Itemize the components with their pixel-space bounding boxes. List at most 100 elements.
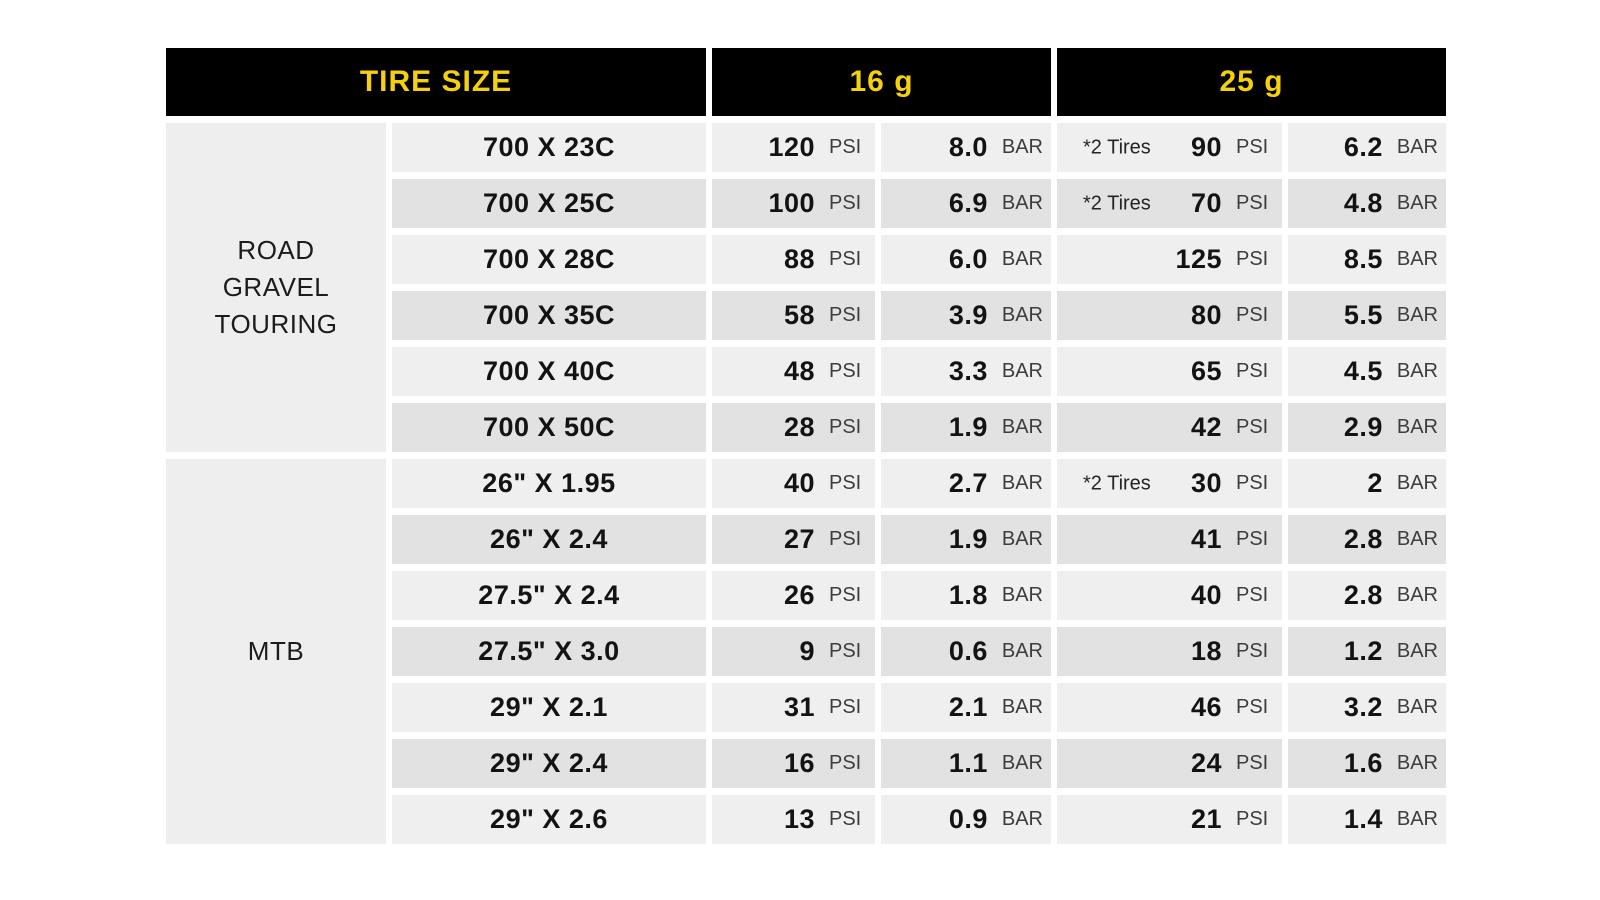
unit-label: BAR	[1001, 136, 1043, 158]
category-cell-mtb: MTB	[166, 459, 386, 844]
bar-25g-cell: 8.5 BAR	[1288, 235, 1446, 284]
psi-25g-cell: 65 PSI	[1057, 347, 1282, 396]
unit-label: PSI	[829, 136, 862, 158]
pressure-value: 1.9	[948, 524, 988, 554]
psi-25g-cell: *2 Tires 90 PSI	[1057, 123, 1282, 172]
bar-16g-cell: 1.8 BAR	[881, 571, 1051, 620]
pressure-value: 1.8	[948, 580, 988, 610]
psi-16g-cell: 13 PSI	[712, 795, 875, 844]
psi-16g-cell: 120 PSI	[712, 123, 875, 172]
unit-label: PSI	[829, 304, 862, 326]
pressure-value: 3.3	[948, 356, 988, 386]
two-tires-note: *2 Tires	[1083, 192, 1151, 214]
pressure-value: 58	[783, 300, 815, 330]
pressure-value: 65	[1190, 356, 1222, 386]
pressure-value: 26	[783, 580, 815, 610]
psi-25g-cell: 21 PSI	[1057, 795, 1282, 844]
pressure-value: 2.8	[1343, 524, 1383, 554]
tire-size-cell: 29" X 2.1	[392, 683, 706, 732]
pressure-value: 0.9	[948, 804, 988, 834]
bar-16g-cell: 0.9 BAR	[881, 795, 1051, 844]
psi-16g-cell: 58 PSI	[712, 291, 875, 340]
unit-label: PSI	[1236, 136, 1269, 158]
unit-label: PSI	[829, 584, 862, 606]
pressure-value: 24	[1190, 748, 1222, 778]
psi-25g-cell: 40 PSI	[1057, 571, 1282, 620]
pressure-value: 125	[1175, 244, 1222, 274]
unit-label: PSI	[829, 752, 862, 774]
unit-label: BAR	[1001, 584, 1043, 606]
unit-label: PSI	[1236, 528, 1269, 550]
pressure-value: 1.9	[948, 412, 988, 442]
unit-label: BAR	[1001, 248, 1043, 270]
tire-size-cell: 700 X 28C	[392, 235, 706, 284]
header-tire-size: TIRE SIZE	[166, 48, 706, 116]
pressure-value: 1.4	[1343, 804, 1383, 834]
unit-label: BAR	[1396, 472, 1438, 494]
pressure-value: 6.9	[948, 188, 988, 218]
bar-25g-cell: 2.8 BAR	[1288, 571, 1446, 620]
pressure-value: 8.5	[1343, 244, 1383, 274]
unit-label: BAR	[1396, 640, 1438, 662]
psi-16g-cell: 40 PSI	[712, 459, 875, 508]
pressure-value: 40	[783, 468, 815, 498]
pressure-value: 100	[768, 188, 815, 218]
unit-label: PSI	[1236, 360, 1269, 382]
pressure-value: 2.9	[1343, 412, 1383, 442]
bar-25g-cell: 6.2 BAR	[1288, 123, 1446, 172]
unit-label: BAR	[1001, 192, 1043, 214]
pressure-value: 8.0	[948, 132, 988, 162]
pressure-value: 46	[1190, 692, 1222, 722]
pressure-value: 41	[1190, 524, 1222, 554]
pressure-value: 16	[783, 748, 815, 778]
pressure-value: 88	[783, 244, 815, 274]
unit-label: BAR	[1396, 248, 1438, 270]
bar-25g-cell: 2.8 BAR	[1288, 515, 1446, 564]
pressure-value: 30	[1190, 468, 1222, 498]
pressure-value: 48	[783, 356, 815, 386]
bar-16g-cell: 1.9 BAR	[881, 515, 1051, 564]
unit-label: BAR	[1001, 808, 1043, 830]
tire-size-cell: 27.5" X 3.0	[392, 627, 706, 676]
bar-25g-cell: 1.4 BAR	[1288, 795, 1446, 844]
pressure-value: 70	[1190, 188, 1222, 218]
bar-25g-cell: 4.8 BAR	[1288, 179, 1446, 228]
bar-25g-cell: 2 BAR	[1288, 459, 1446, 508]
pressure-value: 1.2	[1343, 636, 1383, 666]
header-16g-cartridge: 16 g	[712, 48, 1051, 116]
unit-label: PSI	[1236, 752, 1269, 774]
unit-label: PSI	[1236, 808, 1269, 830]
psi-25g-cell: 46 PSI	[1057, 683, 1282, 732]
unit-label: BAR	[1396, 304, 1438, 326]
unit-label: PSI	[1236, 192, 1269, 214]
tire-size-cell: 26" X 1.95	[392, 459, 706, 508]
psi-25g-cell: *2 Tires 70 PSI	[1057, 179, 1282, 228]
psi-25g-cell: 41 PSI	[1057, 515, 1282, 564]
psi-16g-cell: 31 PSI	[712, 683, 875, 732]
pressure-value: 18	[1190, 636, 1222, 666]
tire-size-cell: 29" X 2.6	[392, 795, 706, 844]
pressure-value: 21	[1190, 804, 1222, 834]
unit-label: PSI	[1236, 304, 1269, 326]
pressure-value: 0.6	[948, 636, 988, 666]
unit-label: PSI	[1236, 248, 1269, 270]
pressure-value: 4.5	[1343, 356, 1383, 386]
bar-16g-cell: 8.0 BAR	[881, 123, 1051, 172]
unit-label: PSI	[1236, 696, 1269, 718]
bar-16g-cell: 6.9 BAR	[881, 179, 1051, 228]
unit-label: BAR	[1001, 640, 1043, 662]
psi-16g-cell: 27 PSI	[712, 515, 875, 564]
unit-label: BAR	[1001, 528, 1043, 550]
unit-label: BAR	[1001, 696, 1043, 718]
unit-label: PSI	[829, 696, 862, 718]
pressure-value: 2.1	[948, 692, 988, 722]
unit-label: PSI	[829, 640, 862, 662]
unit-label: BAR	[1396, 528, 1438, 550]
unit-label: BAR	[1396, 360, 1438, 382]
bar-16g-cell: 0.6 BAR	[881, 627, 1051, 676]
unit-label: BAR	[1001, 416, 1043, 438]
unit-label: BAR	[1396, 136, 1438, 158]
unit-label: PSI	[1236, 472, 1269, 494]
pressure-value: 28	[783, 412, 815, 442]
